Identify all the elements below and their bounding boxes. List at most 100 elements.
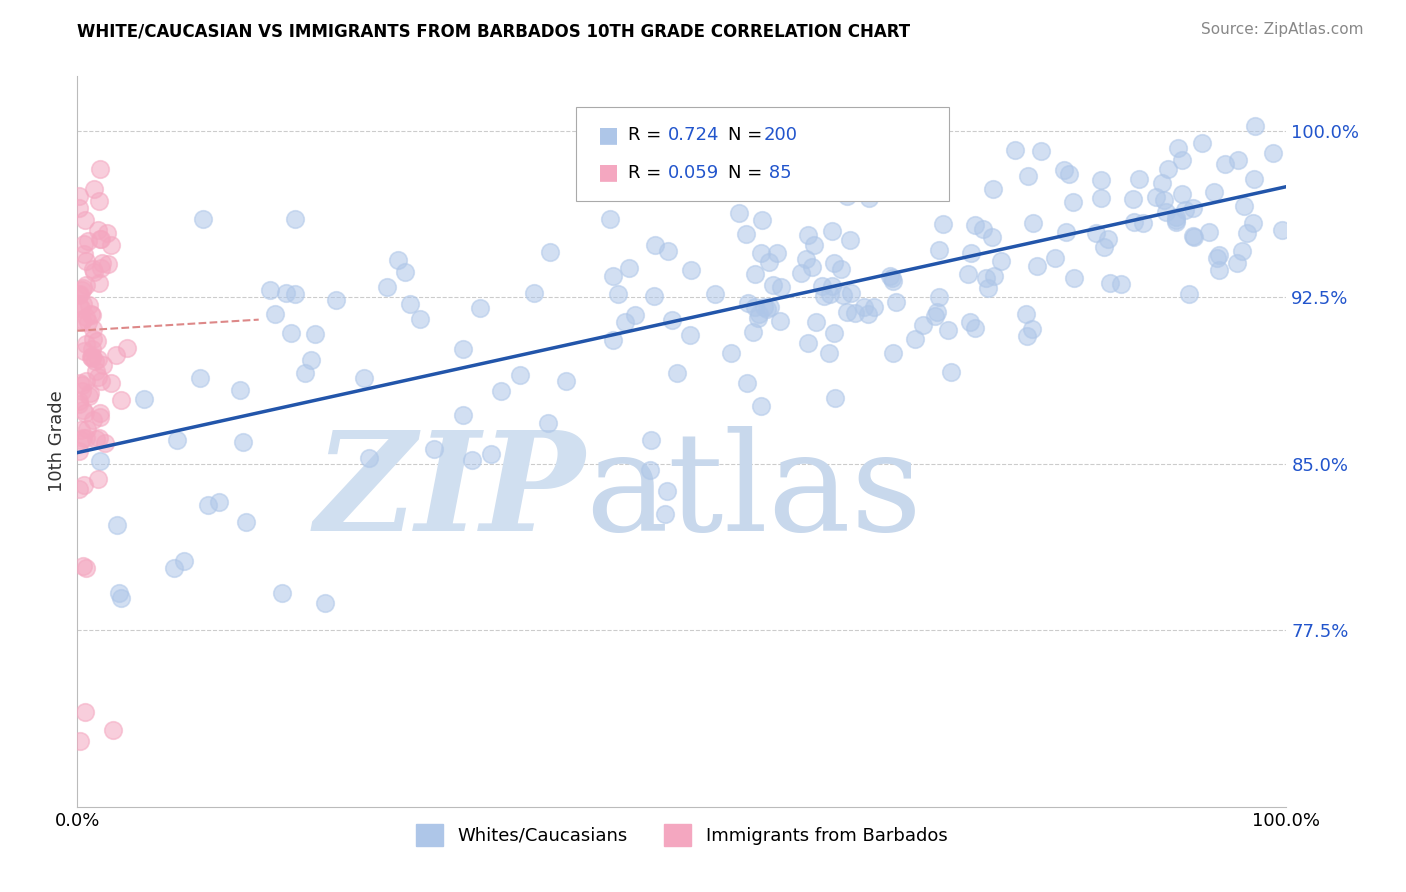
Point [96,226,118,240]
Point [72,431,94,445]
Point [655,483,678,498]
Point [1031,144,1053,158]
Point [73,344,96,359]
Point [1056,225,1078,239]
Point [77,298,100,312]
Point [191,212,214,227]
Point [1167,141,1189,155]
Text: 0.724: 0.724 [668,127,720,145]
Point [607,287,630,301]
Point [69,286,91,301]
Point [87,277,110,291]
Point [1232,244,1254,259]
Point [981,182,1004,196]
Point [1098,276,1121,290]
Point [299,353,322,368]
Point [451,409,474,423]
Point [863,301,886,315]
Point [761,277,783,292]
Point [89,410,111,425]
Point [1152,176,1174,190]
Point [643,289,665,303]
Point [957,267,980,281]
Point [104,347,127,361]
Point [821,279,844,293]
Point [90,256,112,270]
Point [749,399,772,413]
Point [82,342,104,356]
Point [911,318,934,332]
Point [744,300,766,314]
Point [959,315,981,329]
Point [974,271,997,285]
Point [823,326,845,340]
Point [82,349,104,363]
Point [87,194,110,208]
Point [453,342,475,356]
Point [83,181,105,195]
Point [537,416,560,430]
Point [1213,157,1236,171]
Point [882,346,904,360]
Point [575,160,598,174]
Point [91,359,114,373]
Point [76,422,98,436]
Point [1122,192,1144,206]
Point [928,244,950,258]
Point [1085,226,1108,240]
Point [1063,270,1085,285]
Point [270,585,292,599]
Point [77,389,100,403]
Point [162,561,184,575]
Point [538,244,561,259]
Point [1261,145,1284,160]
Point [67,394,90,409]
Point [1206,252,1229,266]
Point [89,406,111,420]
Point [75,254,97,268]
Point [965,218,987,232]
Point [818,286,841,301]
Point [86,223,108,237]
Point [794,252,817,266]
Point [737,159,759,173]
Point [751,213,773,227]
Point [1226,256,1249,270]
Point [423,442,446,456]
Text: 0.059: 0.059 [668,163,718,181]
Point [879,269,901,284]
Text: ■: ■ [598,162,619,183]
Point [284,212,307,227]
Point [904,332,927,346]
Text: 200: 200 [763,127,797,145]
Point [925,305,948,319]
Point [509,368,531,382]
Point [830,261,852,276]
Point [797,227,820,242]
Point [1208,248,1230,262]
Point [720,346,742,360]
Point [134,392,156,407]
Point [77,315,100,329]
Point [80,350,103,364]
Point [755,302,778,317]
Point [108,586,131,600]
Point [1026,259,1049,273]
Point [73,237,96,252]
Point [811,278,834,293]
Point [110,393,132,408]
Point [294,366,316,380]
Point [939,365,962,379]
Point [280,326,302,340]
Point [82,412,104,426]
Point [1174,202,1197,217]
Point [86,432,108,446]
Point [1171,153,1194,167]
Point [797,335,820,350]
Point [1057,167,1080,181]
Point [818,345,841,359]
Point [1132,216,1154,230]
Point [990,253,1012,268]
Point [640,433,662,447]
Point [599,211,621,226]
